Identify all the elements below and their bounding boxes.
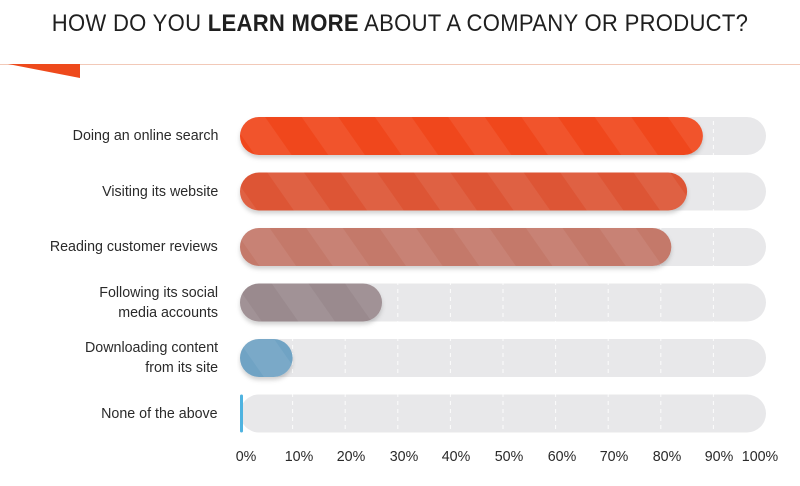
x-tick-label: 40% <box>442 448 471 465</box>
bar-texture <box>240 228 672 266</box>
bar-2 <box>240 172 688 211</box>
bar-track <box>240 394 766 433</box>
bar-fill <box>240 394 243 433</box>
chart-title: HOW DO YOU LEARN MORE ABOUT A COMPANY OR… <box>32 10 768 38</box>
bar-1 <box>240 117 703 155</box>
x-tick-label: 60% <box>547 448 576 465</box>
bar-texture <box>240 117 703 155</box>
bar-6 <box>240 394 243 433</box>
x-tick-label: 70% <box>599 448 629 465</box>
bar-texture <box>240 172 688 211</box>
category-label: Visiting its website <box>101 182 218 200</box>
x-tick-label: 80% <box>652 448 682 465</box>
bar-4 <box>240 283 383 322</box>
category-label: Doing an online search <box>72 127 218 144</box>
bar-texture <box>240 339 293 377</box>
title-part2: ABOUT A COMPANY OR PRODUCT? <box>358 10 749 37</box>
x-tick-label: 100% <box>741 448 779 465</box>
x-tick-label: 50% <box>494 448 524 465</box>
x-tick-label: 90% <box>705 448 734 465</box>
title-underline <box>0 64 800 65</box>
title-bold: LEARN MORE <box>207 10 359 37</box>
x-tick-label: 0% <box>235 448 257 465</box>
category-label: Reading customer reviews <box>50 238 218 255</box>
category-label: Following its social media accounts <box>99 283 218 321</box>
bar-5 <box>240 339 293 377</box>
bar-3 <box>240 228 672 266</box>
bar-track <box>240 339 766 377</box>
category-label: Downloading content from its site <box>84 339 218 376</box>
bar-texture <box>240 283 383 322</box>
title-part1: HOW DO YOU <box>51 10 208 37</box>
category-label: None of the above <box>101 404 218 422</box>
x-tick-label: 20% <box>336 448 366 465</box>
x-tick-label: 30% <box>389 448 419 465</box>
x-tick-label: 10% <box>284 448 313 465</box>
